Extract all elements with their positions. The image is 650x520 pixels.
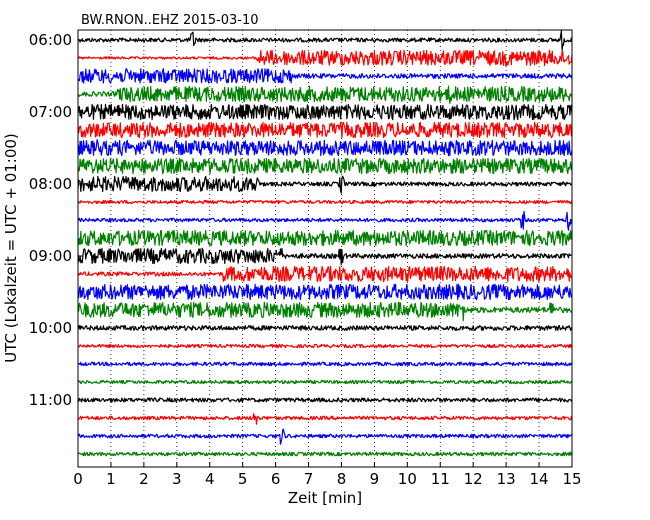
x-tick-label: 7 (304, 470, 314, 488)
x-ticks: 0 1 2 3 4 5 6 7 8 9 10 11 12 13 14 15 (73, 462, 582, 488)
x-tick-label: 0 (73, 470, 83, 488)
seismic-trace (77, 379, 573, 385)
y-tick-label: 07:00 (29, 103, 72, 121)
seismic-trace (77, 343, 573, 349)
seismic-trace (77, 85, 573, 105)
seismic-trace (77, 428, 573, 445)
seismic-trace (77, 229, 573, 247)
y-ticks: 06:00 07:00 08:00 09:00 10:00 11:00 (29, 31, 83, 409)
x-tick-label: 2 (139, 470, 149, 488)
seismic-trace (77, 265, 573, 283)
x-tick-label: 6 (271, 470, 281, 488)
seismic-trace (77, 68, 573, 84)
x-tick-label: 1 (106, 470, 116, 488)
seismic-trace (77, 175, 573, 194)
seismic-trace (77, 325, 573, 331)
chart-title: BW.RNON..EHZ 2015-03-10 (81, 13, 259, 28)
y-tick-label: 08:00 (29, 175, 72, 193)
x-tick-label: 15 (562, 470, 581, 488)
x-tick-label: 12 (464, 470, 483, 488)
seismic-trace (77, 30, 572, 51)
x-axis-label: Zeit [min] (288, 489, 362, 507)
trace-group (77, 30, 573, 457)
x-tick-label: 5 (238, 470, 248, 488)
seismic-trace (77, 210, 573, 231)
y-tick-label: 11:00 (29, 391, 72, 409)
x-tick-label: 3 (172, 470, 182, 488)
x-tick-label: 11 (431, 470, 450, 488)
x-tick-label: 10 (398, 470, 417, 488)
x-tick-label: 9 (370, 470, 380, 488)
seismic-trace (77, 139, 573, 157)
x-tick-label: 4 (205, 470, 215, 488)
seismic-trace (77, 103, 573, 121)
seismic-trace (77, 283, 573, 301)
x-tick-label: 13 (497, 470, 516, 488)
seismic-trace (77, 451, 573, 457)
seismic-trace (77, 157, 573, 175)
x-tick-label: 14 (530, 470, 549, 488)
plot-frame (77, 29, 573, 468)
seismic-trace (77, 49, 573, 67)
seismic-trace (77, 397, 573, 403)
y-tick-label: 10:00 (29, 319, 72, 337)
seismic-trace (77, 199, 573, 205)
seismic-trace (77, 301, 573, 322)
vertical-grid (110, 30, 540, 467)
seismic-trace (77, 247, 573, 266)
y-axis-label: UTC (Lokalzeit = UTC + 01:00) (2, 133, 20, 363)
seismic-trace (77, 121, 573, 139)
y-tick-label: 09:00 (29, 247, 72, 265)
seismic-trace (77, 413, 573, 425)
seismic-trace (77, 361, 573, 367)
x-tick-label: 8 (337, 470, 347, 488)
y-tick-label: 06:00 (29, 31, 72, 49)
